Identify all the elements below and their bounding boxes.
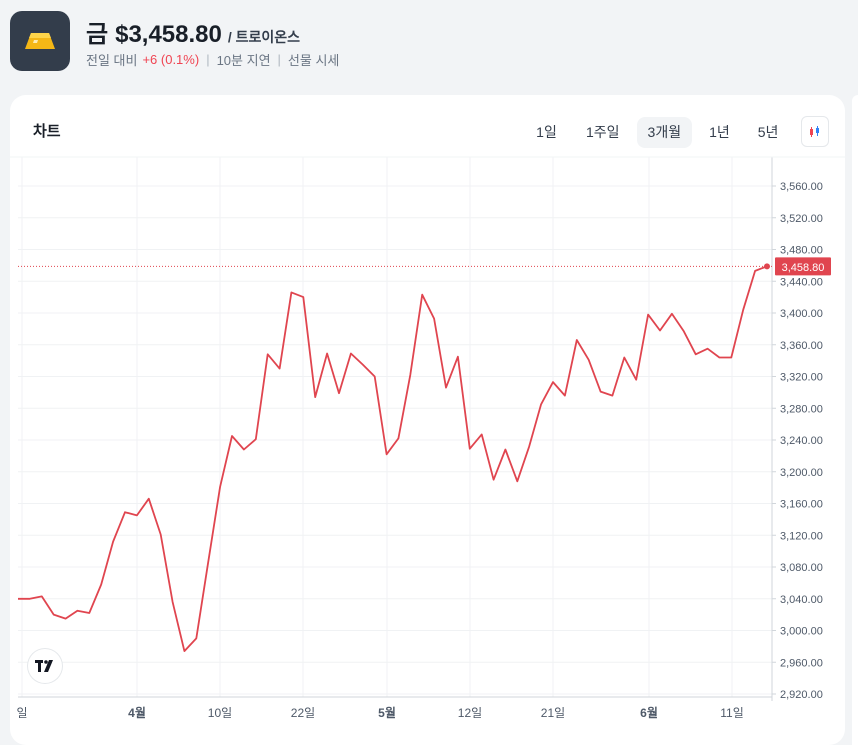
y-tick-label: 3,040.00 (780, 594, 823, 606)
tradingview-logo[interactable] (28, 649, 62, 683)
chart-card: 차트 1일 1주일 3개월 1년 5년 3,560.00 3,520.00 3,48… (10, 95, 845, 745)
x-tick-label: 10일 (208, 706, 232, 720)
asset-logo (10, 11, 70, 71)
divider: | (277, 52, 281, 67)
next-card-edge (852, 95, 858, 745)
tab-1-year[interactable]: 1년 (709, 124, 730, 140)
y-tick-label: 3,320.00 (780, 372, 823, 384)
last-price-badge (775, 257, 831, 276)
change-label: 전일 대비 (86, 53, 138, 68)
y-tick-label: 3,240.00 (780, 435, 823, 447)
tab-3-months[interactable]: 3개월 (636, 117, 693, 148)
candlestick-icon (810, 126, 819, 137)
asset-name: 금 (86, 21, 109, 48)
tab-1-day[interactable]: 1일 (536, 124, 557, 140)
title-row: 금 $3,458.80 / 트로이온스 (86, 14, 300, 49)
header: 금 $3,458.80 / 트로이온스 전일 대비 +6 (0.1%) | 10… (0, 0, 858, 90)
x-tick-label: 6월 (640, 705, 658, 720)
gold-bar-icon (25, 33, 55, 49)
x-tick-label: 5월 (378, 705, 396, 720)
unit-label: / 트로이온스 (227, 29, 301, 45)
tradingview-logo-icon (35, 660, 53, 672)
x-tick-label: 21일 (541, 706, 565, 720)
change-value: +6 (0.1%) (142, 52, 200, 67)
y-tick-label: 3,000.00 (780, 626, 823, 638)
y-tick-label: 3,440.00 (780, 276, 823, 288)
sub-info-row: 전일 대비 +6 (0.1%) | 10분 지연 | 선물 시세 (86, 50, 339, 69)
y-tick-label: 3,080.00 (780, 562, 823, 574)
tab-5-years[interactable]: 5년 (757, 124, 779, 140)
y-tick-label: 3,480.00 (780, 245, 823, 257)
x-tick-label: 4월 (128, 705, 146, 720)
feed-label: 선물 시세 (287, 53, 340, 68)
y-tick-label: 3,520.00 (780, 213, 823, 225)
y-tick-label: 3,280.00 (780, 403, 823, 415)
tab-1-week[interactable]: 1주일 (586, 124, 620, 140)
y-tick-label: 3,200.00 (780, 467, 823, 479)
y-tick-label: 2,920.00 (780, 689, 823, 701)
current-price: $3,458.80 (115, 21, 222, 48)
period-tabs: 1일 1주일 3개월 1년 5년 (530, 117, 789, 148)
card-title: 차트 (33, 123, 61, 140)
price-chart[interactable]: 3,560.00 3,520.00 3,480.00 3,440.00 3,400.00… (10, 95, 845, 745)
chart-type-button[interactable] (801, 116, 829, 147)
last-price-label: 3,458.80 (782, 262, 825, 274)
x-tick-label: 12일 (458, 706, 482, 720)
y-tick-label: 3,160.00 (780, 499, 823, 511)
y-tick-label: 3,560.00 (780, 181, 823, 193)
y-tick-label: 2,960.00 (780, 657, 823, 669)
x-tick-label: 11일 (720, 706, 744, 720)
last-point-marker (764, 263, 770, 270)
y-tick-label: 3,120.00 (780, 530, 823, 542)
x-tick-label: 22일 (291, 706, 315, 720)
y-tick-label: 3,400.00 (780, 308, 823, 320)
price-series-line (18, 265, 768, 652)
y-tick-label: 3,360.00 (780, 340, 823, 352)
divider: | (206, 52, 210, 67)
x-tick-label: 일 (16, 706, 27, 720)
delay-label: 10분 지연 (216, 53, 271, 68)
